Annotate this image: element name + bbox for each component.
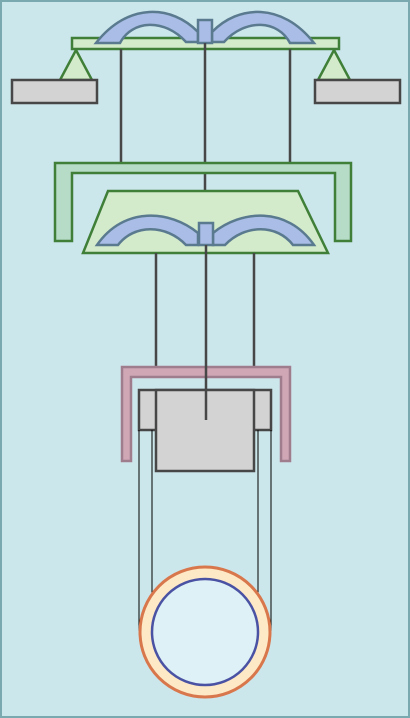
left-foot: [10, 78, 99, 105]
right-foot: [313, 78, 402, 105]
lower-bracket: [120, 365, 292, 463]
ring-bearing-inner: [150, 577, 260, 687]
middle-assembly: [53, 161, 353, 367]
upper-frame: [53, 161, 353, 243]
top-assembly: [10, 10, 402, 203]
middle-spring-center-block: [197, 221, 215, 247]
lower-assembly: [120, 316, 292, 699]
top-spring-center-block: [196, 18, 214, 45]
